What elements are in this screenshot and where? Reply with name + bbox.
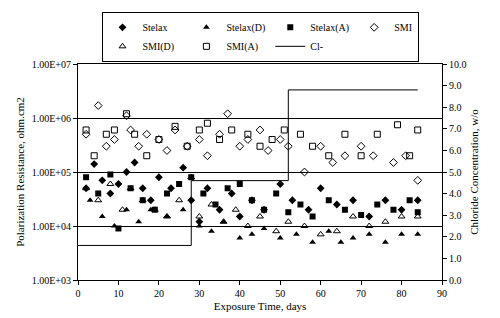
svg-text:50: 50 — [275, 288, 285, 299]
svg-text:70: 70 — [356, 288, 366, 299]
svg-text:10: 10 — [113, 288, 123, 299]
svg-text:30: 30 — [194, 288, 204, 299]
svg-text:Polarization Resistance, ohm.c: Polarization Resistance, ohm.cm2 — [14, 97, 26, 247]
svg-text:Stelax(D): Stelax(D) — [226, 22, 265, 34]
svg-text:5.0: 5.0 — [449, 167, 462, 178]
svg-text:1.00E+05: 1.00E+05 — [32, 167, 71, 178]
svg-text:1.0: 1.0 — [449, 253, 462, 264]
svg-text:1.00E+06: 1.00E+06 — [32, 113, 71, 124]
svg-text:1.00E+07: 1.00E+07 — [32, 59, 71, 70]
svg-text:Cl-: Cl- — [310, 41, 323, 52]
svg-text:80: 80 — [397, 288, 407, 299]
svg-text:4.0: 4.0 — [449, 188, 462, 199]
svg-text:9.0: 9.0 — [449, 80, 462, 91]
svg-text:Exposure Time, days: Exposure Time, days — [214, 300, 307, 312]
svg-text:SMI(D): SMI(D) — [143, 41, 175, 53]
svg-text:40: 40 — [235, 288, 245, 299]
svg-text:7.0: 7.0 — [449, 123, 462, 134]
svg-text:3.0: 3.0 — [449, 210, 462, 221]
svg-text:60: 60 — [316, 288, 326, 299]
svg-text:Chloride Concentration, w/o: Chloride Concentration, w/o — [468, 109, 480, 235]
svg-text:90: 90 — [437, 288, 447, 299]
svg-text:1.00E+03: 1.00E+03 — [32, 275, 71, 286]
svg-text:6.0: 6.0 — [449, 145, 462, 156]
svg-text:Stelax: Stelax — [143, 22, 168, 33]
svg-text:8.0: 8.0 — [449, 102, 462, 113]
svg-text:0.0: 0.0 — [449, 275, 462, 286]
svg-text:2.0: 2.0 — [449, 231, 462, 242]
svg-text:20: 20 — [154, 288, 164, 299]
svg-text:1.00E+04: 1.00E+04 — [32, 221, 71, 232]
svg-text:SMI(A): SMI(A) — [226, 41, 258, 53]
svg-text:SMI: SMI — [394, 22, 412, 33]
svg-text:10.0: 10.0 — [449, 59, 467, 70]
svg-text:0: 0 — [76, 288, 81, 299]
svg-text:Stelax(A): Stelax(A) — [310, 22, 349, 34]
